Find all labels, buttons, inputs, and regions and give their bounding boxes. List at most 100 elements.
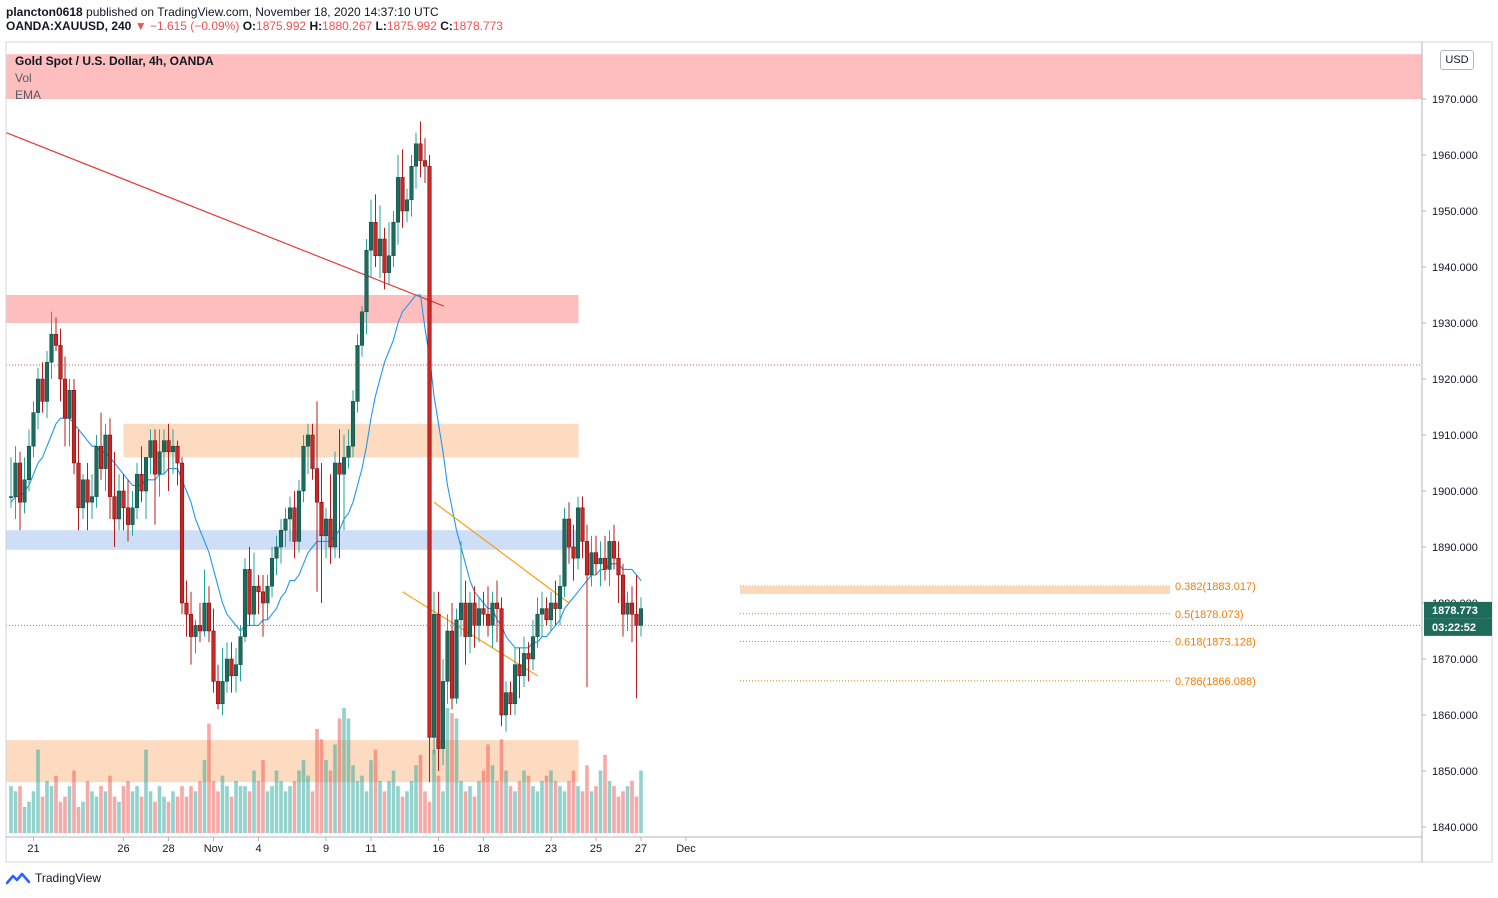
candle bbox=[422, 138, 428, 183]
volume-bar bbox=[301, 760, 306, 833]
candle bbox=[125, 479, 131, 542]
candle-body bbox=[265, 585, 270, 604]
candle-body bbox=[440, 681, 446, 749]
volume-bar bbox=[94, 796, 99, 833]
volume-bar bbox=[207, 723, 211, 833]
volume-bar bbox=[513, 791, 517, 833]
author-name[interactable]: plancton0618 bbox=[6, 5, 83, 19]
chart-border bbox=[5, 41, 1493, 863]
x-tick-label: 18 bbox=[477, 843, 489, 855]
candle bbox=[139, 446, 144, 503]
zone-blue-3 bbox=[6, 530, 579, 550]
candle-body bbox=[71, 389, 77, 464]
volume-bar bbox=[562, 791, 567, 833]
volume-bar bbox=[306, 775, 310, 833]
candle bbox=[598, 541, 603, 587]
candle-body bbox=[571, 546, 576, 559]
candle bbox=[103, 423, 108, 491]
candle bbox=[634, 575, 639, 699]
volume-bar bbox=[544, 775, 549, 833]
volume-bar bbox=[414, 765, 418, 833]
candle bbox=[400, 149, 405, 228]
volume-bar bbox=[153, 801, 157, 833]
volume-bar bbox=[243, 786, 247, 833]
publish-info: published on TradingView.com, November 1… bbox=[86, 5, 439, 19]
candle-body bbox=[53, 333, 59, 346]
volume-bar bbox=[76, 806, 81, 833]
candle bbox=[323, 507, 329, 559]
volume-bar bbox=[571, 770, 576, 833]
candle-body bbox=[251, 585, 257, 615]
volume-bar bbox=[468, 786, 472, 833]
candle bbox=[458, 541, 464, 637]
candle bbox=[13, 446, 18, 519]
candle-body bbox=[161, 440, 167, 453]
candle bbox=[17, 451, 23, 531]
legend-ema[interactable]: EMA bbox=[15, 88, 42, 102]
x-tick-label: 16 bbox=[432, 843, 444, 855]
volume-bar bbox=[162, 796, 166, 833]
candle bbox=[328, 474, 333, 564]
volume-bar bbox=[499, 739, 504, 833]
volume-bar bbox=[220, 775, 225, 833]
candle-body bbox=[40, 378, 45, 402]
candle bbox=[71, 379, 77, 475]
volume-bar bbox=[531, 786, 535, 833]
candle-body bbox=[611, 541, 617, 559]
candle-body bbox=[179, 462, 185, 604]
volume-bar bbox=[247, 791, 252, 833]
volume-bar bbox=[292, 780, 297, 833]
candle-body bbox=[526, 653, 531, 660]
legend-vol[interactable]: Vol bbox=[15, 71, 32, 85]
candle-body bbox=[76, 462, 81, 509]
fib-label-3: 0.786(1866.088) bbox=[1175, 676, 1256, 688]
y-tick-label: 1950.000 bbox=[1432, 206, 1478, 218]
candle-body bbox=[593, 552, 599, 565]
volume-bar bbox=[625, 786, 630, 833]
candle-body bbox=[427, 165, 432, 738]
volume-bar bbox=[67, 786, 72, 833]
tradingview-logo-text[interactable]: TradingView bbox=[35, 871, 102, 885]
candle-body bbox=[386, 255, 392, 273]
candle bbox=[409, 155, 414, 217]
volume-bar bbox=[261, 760, 265, 833]
volume-bar bbox=[252, 770, 256, 833]
candle bbox=[112, 451, 117, 547]
candle-body bbox=[535, 613, 540, 637]
candle-body bbox=[512, 664, 518, 705]
candle-body bbox=[301, 445, 306, 492]
volume-bar bbox=[454, 718, 459, 833]
candle bbox=[202, 569, 207, 637]
volume-bar bbox=[409, 780, 414, 833]
countdown-label: 03:22:52 bbox=[1432, 622, 1476, 634]
candle-body bbox=[634, 613, 639, 626]
candle bbox=[319, 463, 324, 603]
candle bbox=[368, 199, 374, 279]
volume-bar bbox=[342, 708, 346, 833]
candle bbox=[49, 311, 54, 379]
candle bbox=[625, 591, 630, 631]
candle-body bbox=[211, 630, 216, 682]
volume-bar bbox=[27, 801, 31, 833]
candle-body bbox=[148, 440, 153, 458]
candle-body bbox=[224, 658, 230, 682]
y-tick-label: 1960.000 bbox=[1432, 150, 1478, 162]
y-tick-label: 1920.000 bbox=[1432, 374, 1478, 386]
open-value: 1875.992 bbox=[256, 19, 307, 33]
candle-body bbox=[418, 143, 423, 161]
candle-body bbox=[413, 143, 419, 167]
candle-body bbox=[94, 445, 99, 497]
candle bbox=[278, 519, 284, 564]
candle bbox=[274, 535, 279, 575]
candle bbox=[629, 586, 635, 643]
x-tick-label: 9 bbox=[323, 843, 329, 855]
candle-body bbox=[544, 608, 549, 621]
candle bbox=[260, 575, 266, 637]
legend-title[interactable]: Gold Spot / U.S. Dollar, 4h, OANDA bbox=[15, 54, 214, 68]
volume-bar bbox=[216, 791, 220, 833]
volume-bar bbox=[432, 749, 436, 833]
currency-button[interactable]: USD bbox=[1440, 50, 1474, 70]
volume-bar bbox=[193, 791, 198, 833]
y-tick-label: 1900.000 bbox=[1432, 486, 1478, 498]
